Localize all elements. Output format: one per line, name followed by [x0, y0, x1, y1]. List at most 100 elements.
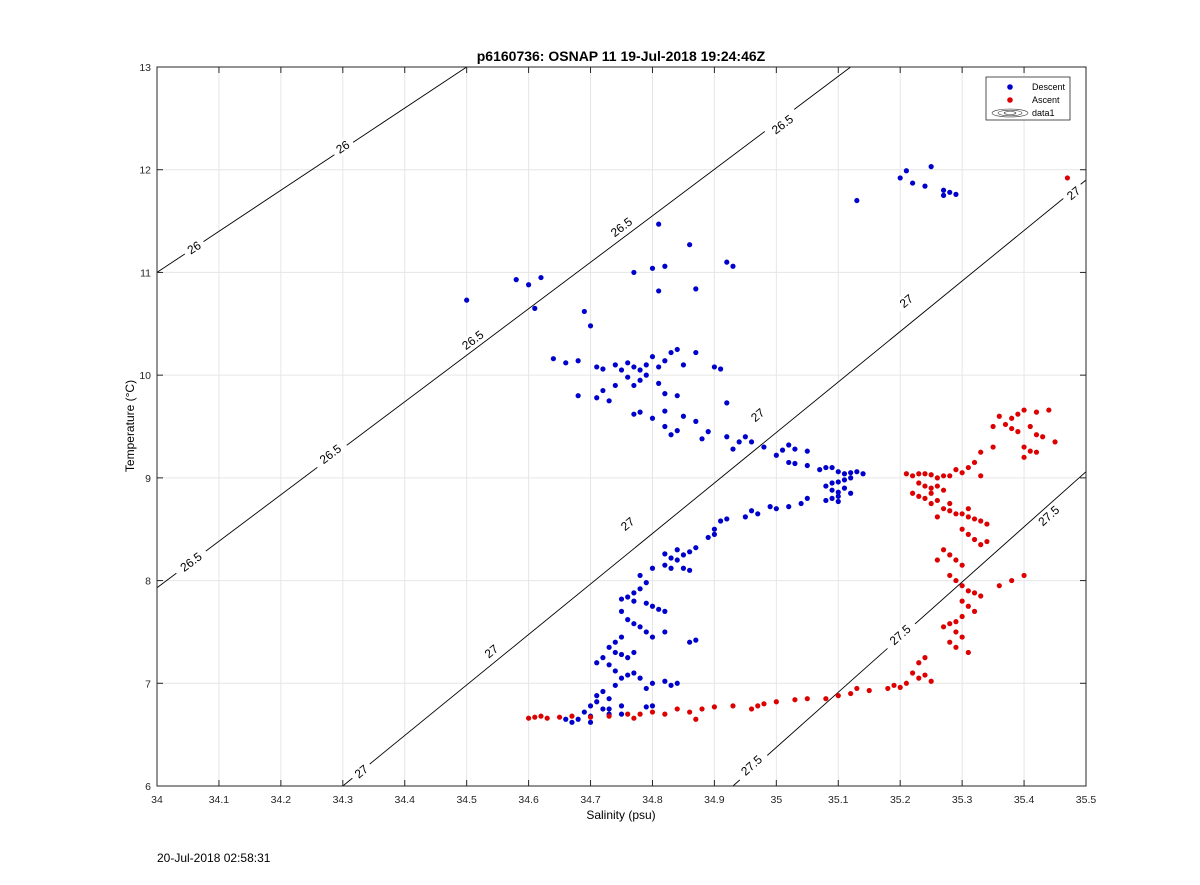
- data-point-descent: [835, 498, 841, 505]
- data-point-descent: [631, 621, 637, 627]
- data-point-descent: [829, 464, 835, 471]
- data-point-descent: [587, 323, 594, 329]
- data-point-descent: [674, 393, 680, 399]
- contour-label-bg: [478, 638, 505, 664]
- data-point-ascent: [978, 542, 984, 548]
- data-point-descent: [643, 372, 649, 378]
- data-point-descent: [594, 395, 600, 401]
- data-point-descent: [631, 364, 637, 370]
- data-point-ascent: [1033, 449, 1040, 455]
- data-point-descent: [662, 551, 668, 557]
- data-point-descent: [724, 400, 730, 406]
- data-point-ascent: [959, 470, 965, 476]
- data-point-ascent: [928, 485, 934, 491]
- data-point-ascent: [959, 562, 965, 568]
- data-point-ascent: [1033, 432, 1040, 438]
- data-point-ascent: [959, 598, 965, 604]
- data-point-descent: [748, 508, 755, 514]
- chart-title: p6160736: OSNAP 11 19-Jul-2018 19:24:46Z: [477, 48, 766, 64]
- contour-label-bg: [744, 402, 771, 428]
- data-point-ascent: [996, 583, 1002, 589]
- data-point-descent: [625, 374, 631, 380]
- data-point-ascent: [922, 672, 928, 678]
- x-tick-label: 34.4: [395, 794, 416, 806]
- data-point-ascent: [953, 577, 959, 584]
- data-point-ascent: [928, 490, 934, 496]
- data-point-descent: [668, 682, 674, 688]
- data-point-descent: [649, 265, 656, 271]
- data-point-descent: [643, 362, 649, 368]
- data-point-ascent: [885, 685, 891, 692]
- data-point-descent: [637, 367, 643, 373]
- data-point-ascent: [1015, 411, 1021, 417]
- data-point-ascent: [916, 480, 922, 486]
- data-point-descent: [618, 711, 625, 717]
- data-point-descent: [748, 439, 755, 445]
- data-point-ascent: [866, 687, 872, 694]
- data-point-descent: [680, 565, 687, 571]
- data-point-ascent: [947, 572, 953, 579]
- data-point-descent: [940, 192, 947, 198]
- grid-lines: [156, 66, 1087, 787]
- series-descent: [464, 164, 959, 725]
- data-point-descent: [804, 448, 810, 454]
- data-point-ascent: [978, 449, 984, 455]
- data-point-ascent: [662, 711, 668, 717]
- plot-background: [157, 67, 1086, 786]
- data-point-ascent: [934, 557, 940, 563]
- contour-label-bg: [763, 107, 802, 142]
- data-point-descent: [612, 649, 618, 656]
- data-point-ascent: [891, 682, 897, 688]
- data-point-descent: [637, 675, 643, 681]
- data-point-descent: [804, 462, 810, 469]
- contour-label-bg: [614, 511, 641, 537]
- data-point-descent: [909, 180, 916, 186]
- data-point-ascent: [909, 670, 916, 676]
- data-point-ascent: [1015, 429, 1021, 435]
- data-point-ascent: [1027, 423, 1033, 430]
- data-point-descent: [674, 557, 680, 563]
- data-point-ascent: [1021, 454, 1027, 460]
- data-point-ascent: [835, 693, 841, 699]
- data-point-ascent: [971, 608, 978, 614]
- y-tick-label: 7: [145, 678, 151, 690]
- data-point-descent: [662, 629, 668, 635]
- data-point-descent: [724, 259, 730, 265]
- data-point-ascent: [971, 459, 978, 466]
- data-point-ascent: [940, 547, 947, 553]
- data-point-descent: [693, 349, 699, 356]
- data-point-ascent: [947, 639, 953, 645]
- data-point-descent: [668, 555, 674, 561]
- data-point-descent: [804, 495, 810, 501]
- data-point-ascent: [978, 593, 984, 599]
- data-point-descent: [600, 688, 606, 695]
- contour-label-bg: [733, 747, 770, 783]
- data-point-descent: [612, 668, 618, 674]
- data-point-ascent: [526, 715, 532, 721]
- y-tick-label: 9: [145, 473, 151, 485]
- data-point-descent: [773, 506, 779, 512]
- data-point-ascent: [674, 706, 680, 712]
- data-point-descent: [928, 164, 934, 170]
- data-point-ascent: [984, 538, 990, 545]
- data-point-ascent: [965, 603, 971, 609]
- data-point-ascent: [953, 467, 959, 473]
- data-point-descent: [631, 649, 637, 656]
- data-point-ascent: [649, 709, 656, 715]
- data-point-descent: [854, 469, 860, 475]
- data-point-ascent: [1021, 444, 1027, 450]
- data-point-descent: [940, 187, 947, 193]
- data-point-descent: [854, 197, 860, 204]
- data-point-descent: [860, 471, 866, 477]
- data-point-descent: [761, 444, 767, 450]
- data-point-descent: [786, 442, 792, 448]
- data-point-descent: [724, 434, 730, 440]
- data-point-descent: [798, 500, 804, 507]
- x-tick-label: 35.4: [1014, 794, 1035, 806]
- data-point-descent: [532, 305, 538, 311]
- data-point-ascent: [965, 531, 971, 537]
- x-axis-label: Salinity (psu): [586, 808, 655, 822]
- data-point-ascent: [971, 516, 978, 522]
- legend-label-descent: Descent: [1032, 82, 1066, 92]
- data-point-ascent: [916, 493, 922, 499]
